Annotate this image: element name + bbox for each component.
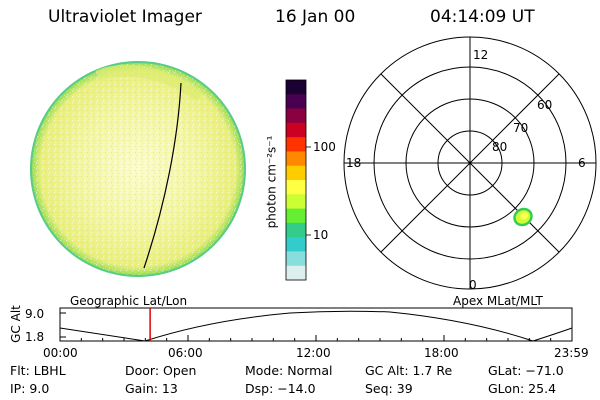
mode-status: Mode: Normal <box>245 363 333 378</box>
x-tick-2359: 23:59 <box>554 346 589 360</box>
mlat-label-80: 80 <box>492 140 508 154</box>
x-tick-1800: 18:00 <box>424 346 459 360</box>
dsp-status: Dsp: −14.0 <box>245 381 316 396</box>
glat-status: GLat: −71.0 <box>488 363 564 378</box>
seq-status: Seq: 39 <box>365 381 413 396</box>
filter-status: Flt: LBHL <box>10 363 66 378</box>
colorbar-band <box>286 137 306 152</box>
mlat-label-60: 60 <box>537 98 553 112</box>
colorbar-band <box>286 251 306 267</box>
mlt-label-12: 12 <box>473 48 489 62</box>
mlt-label-0: 0 <box>469 278 477 292</box>
mlat-label-70: 70 <box>513 121 529 135</box>
colorbar-band <box>286 165 306 181</box>
colorbar-band <box>286 151 306 167</box>
gain-status: Gain: 13 <box>125 381 178 396</box>
color-scale-bar <box>285 79 311 281</box>
colorbar-band <box>286 180 306 195</box>
colorbar-band <box>286 265 306 281</box>
colorbar-band <box>286 208 306 224</box>
door-status: Door: Open <box>125 363 197 378</box>
gc-alt-axis-label: GC Alt <box>8 305 23 343</box>
colorbar-tick-100: 100 <box>313 140 336 154</box>
instrument-title: Ultraviolet Imager <box>48 7 202 27</box>
geographic-label: Geographic Lat/Lon <box>70 294 188 308</box>
image-date: 16 Jan 00 <box>275 7 356 27</box>
orbit-altitude-panel <box>59 307 573 342</box>
colorbar-band <box>286 222 306 238</box>
x-tick-1200: 12:00 <box>296 346 331 360</box>
colorbar-band <box>286 237 306 252</box>
colorbar-band <box>286 108 306 124</box>
colorbar-band <box>286 122 306 138</box>
colorbar-band <box>286 194 306 210</box>
colorbar-band <box>286 80 306 95</box>
mlt-label-6: 6 <box>578 156 586 170</box>
x-tick-0600: 06:00 <box>168 346 203 360</box>
terminator-line <box>143 82 182 269</box>
y-tick-9: 9.0 <box>25 307 45 321</box>
x-tick-0000: 00:00 <box>43 346 78 360</box>
ip-status: IP: 9.0 <box>10 381 50 396</box>
image-time: 04:14:09 UT <box>430 7 535 27</box>
colorbar-tick-10: 10 <box>313 228 329 242</box>
glon-status: GLon: 25.4 <box>488 381 557 396</box>
colorbar-unit-label: photon cm⁻²s⁻¹ <box>264 135 279 229</box>
gc-alt-status: GC Alt: 1.7 Re <box>365 363 453 378</box>
y-tick-1-8: 1.8 <box>25 330 45 344</box>
uv-earth-image <box>30 61 246 277</box>
polar-mlat-mlt-plot <box>343 36 597 290</box>
aurora-spot <box>513 207 533 227</box>
mlt-label-18: 18 <box>346 156 362 170</box>
colorbar-band <box>286 94 306 110</box>
apex-label: Apex MLat/MLT <box>453 294 543 308</box>
